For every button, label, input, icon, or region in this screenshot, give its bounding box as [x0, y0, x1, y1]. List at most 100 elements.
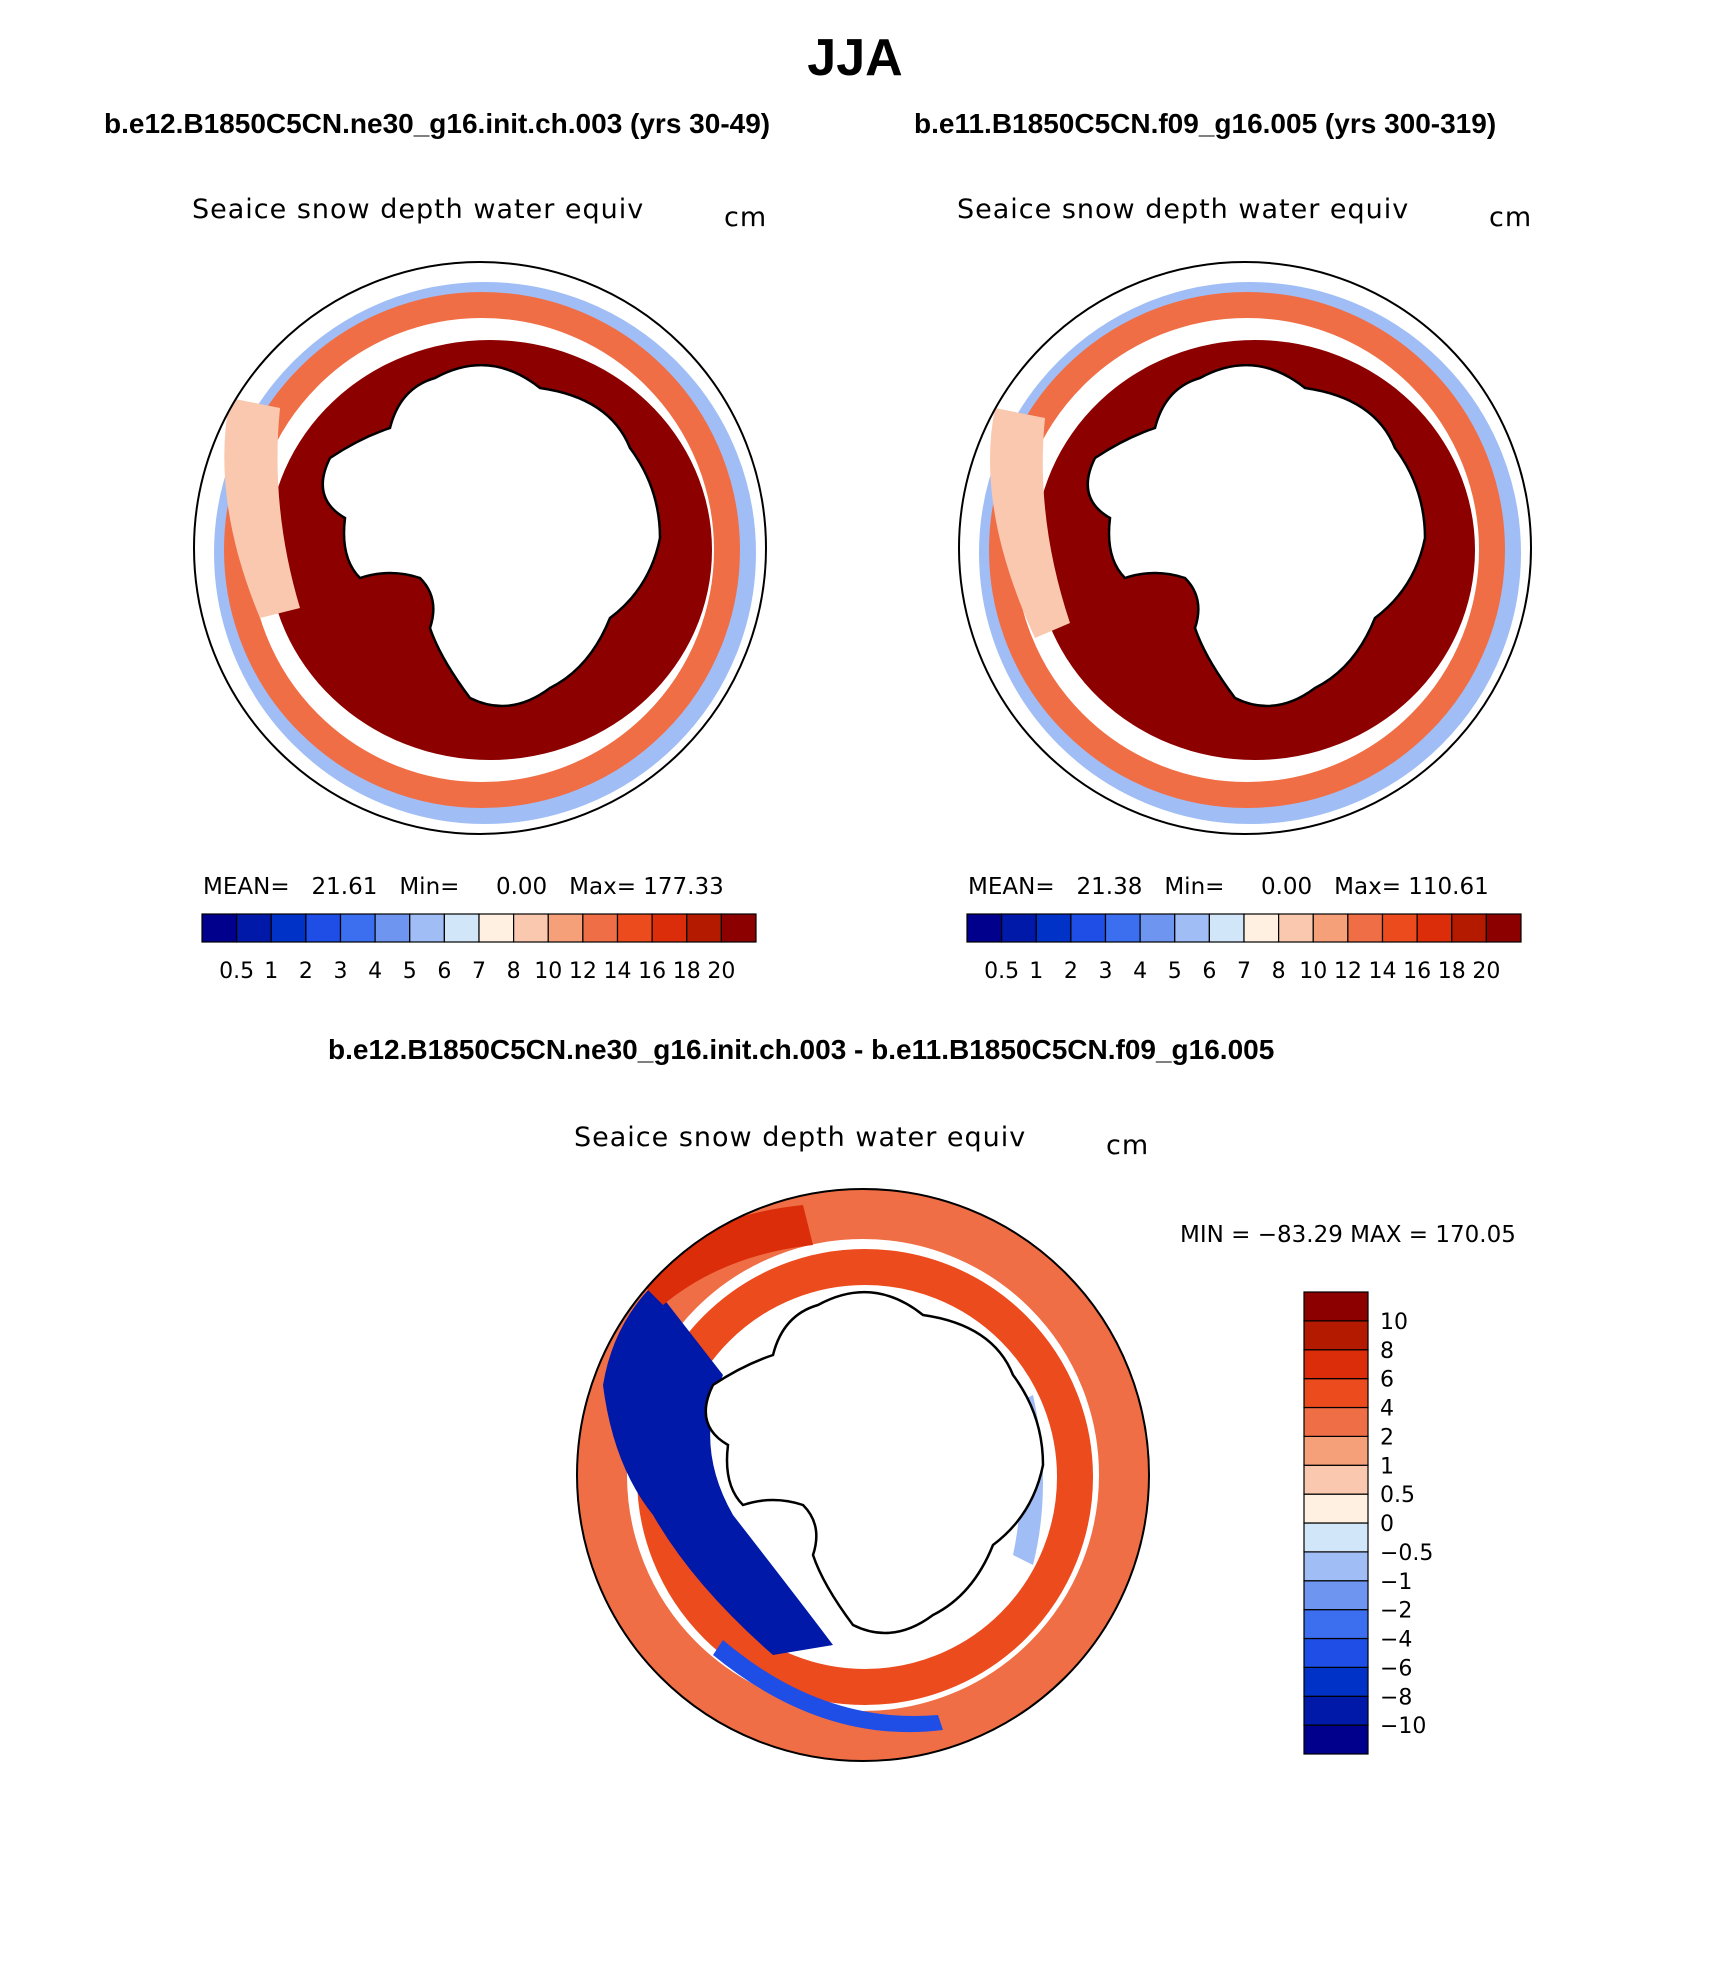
colorbar-swatch: [1381, 913, 1418, 943]
colorbar-tick-label: 10: [534, 959, 562, 984]
colorbar-tick-label: −4: [1380, 1628, 1412, 1653]
colorbar-swatch: [1104, 913, 1141, 943]
max-value: 110.61: [1408, 874, 1489, 900]
max-value: 177.33: [643, 874, 724, 900]
colorbar-swatch: [582, 913, 619, 943]
colorbar-tick-label: 3: [334, 959, 348, 984]
min-label: Min=: [1164, 874, 1225, 900]
mean-label: MEAN=: [203, 874, 290, 900]
map-border: [193, 261, 767, 835]
colorbar-tick-label: 1: [1029, 959, 1043, 984]
colorbar-tick-label: 7: [1237, 959, 1251, 984]
colorbar-tick-label: −0.5: [1380, 1541, 1433, 1566]
colorbar-tick-label: 2: [1064, 959, 1078, 984]
colorbar-swatch: [1303, 1609, 1369, 1640]
mean-value: 21.38: [1076, 874, 1143, 900]
ice-patch-west: [224, 398, 300, 618]
panel-1-map: [193, 261, 767, 835]
colorbar-swatch: [1303, 1493, 1369, 1524]
colorbar-swatch: [374, 913, 411, 943]
colorbar-swatch: [1303, 1349, 1369, 1380]
colorbar-swatch: [1312, 913, 1349, 943]
colorbar-tick-label: 8: [1380, 1339, 1394, 1364]
colorbar-swatch: [1347, 913, 1384, 943]
colorbar-swatch: [1303, 1291, 1369, 1322]
diff-case-title: b.e12.B1850C5CN.ne30_g16.init.ch.003 - b…: [328, 1034, 1275, 1065]
colorbar-swatch: [1001, 913, 1037, 943]
colorbar-tick-label: 18: [673, 959, 701, 984]
colorbar-swatch: [1303, 1724, 1369, 1755]
colorbar-tick-label: 5: [1168, 959, 1182, 984]
colorbar-swatch: [1485, 913, 1522, 943]
diff-positive-nw: [633, 1205, 813, 1305]
colorbar-swatch: [1035, 913, 1072, 943]
colorbar-tick-label: 0.5: [984, 959, 1019, 984]
colorbar-swatch: [1303, 1637, 1369, 1668]
max-label: Max=: [1334, 874, 1401, 900]
colorbar-tick-label: 1: [264, 959, 278, 984]
colorbar-swatch: [686, 913, 722, 943]
panel-2-stats: MEAN= 21.38 Min= 0.00 Max= 110.61: [968, 874, 1489, 900]
panel-2-units-label: cm: [1489, 202, 1533, 233]
colorbar-swatch: [1303, 1320, 1369, 1351]
min-value: 0.00: [1260, 874, 1313, 900]
colorbar-tick-label: 10: [1380, 1310, 1408, 1335]
ice-band-orange: [989, 292, 1505, 808]
colorbar-tick-label: 4: [368, 959, 382, 984]
mean-label: MEAN=: [968, 874, 1055, 900]
min-value: 0.00: [495, 874, 548, 900]
colorbar-swatch: [1070, 913, 1107, 943]
colorbar-swatch: [201, 913, 238, 943]
colorbar-swatch: [1451, 913, 1487, 943]
colorbar-swatch: [236, 913, 272, 943]
colorbar-tick-label: 5: [403, 959, 417, 984]
colorbar-tick-label: 6: [437, 959, 451, 984]
colorbar-swatch: [409, 913, 445, 943]
map-border: [576, 1188, 1150, 1762]
panel-1-colorbar: 0.5 1 2 3 4 5 6 7 8 10 12 14 16 18 20: [201, 913, 757, 984]
diff-negative-band-south: [713, 1640, 943, 1733]
colorbar-swatch: [1303, 1695, 1369, 1726]
ice-band-light-blue: [979, 282, 1521, 824]
colorbar-tick-label: 4: [1133, 959, 1147, 984]
colorbar-swatch: [513, 913, 549, 943]
diff-colorbar: −10 −8 −6 −4 −2 −1 −0.5 0 0.5 1 2 4 6 8 10: [1303, 1291, 1433, 1755]
colorbar-tick-label: 2: [299, 959, 313, 984]
ice-patch-west: [990, 408, 1070, 638]
colorbar-swatch: [305, 913, 342, 943]
colorbar-swatch: [1416, 913, 1453, 943]
colorbar-swatch: [1243, 913, 1280, 943]
colorbar-tick-label: 14: [604, 959, 632, 984]
colorbar-swatch: [1303, 1666, 1369, 1697]
antarctica-continent: [704, 1290, 1045, 1635]
colorbar-tick-label: 10: [1299, 959, 1327, 984]
panel-1-stats: MEAN= 21.61 Min= 0.00 Max= 177.33: [203, 874, 724, 900]
colorbar-tick-label: 18: [1438, 959, 1466, 984]
colorbar-tick-label: 8: [507, 959, 521, 984]
diff-units-label: cm: [1106, 1130, 1150, 1161]
colorbar-tick-label: 4: [1380, 1397, 1394, 1422]
colorbar-swatch: [1303, 1464, 1369, 1495]
colorbar-tick-label: 1: [1380, 1454, 1394, 1479]
colorbar-tick-label: 0.5: [1380, 1483, 1415, 1508]
colorbar-swatch: [1303, 1435, 1369, 1466]
panel-2-case-title: b.e11.B1850C5CN.f09_g16.005 (yrs 300-319…: [914, 108, 1497, 139]
colorbar-tick-label: −10: [1380, 1714, 1426, 1739]
antarctica-continent: [321, 363, 662, 708]
colorbar-tick-label: 12: [569, 959, 597, 984]
colorbar-tick-label: 12: [1334, 959, 1362, 984]
min-label: Min=: [399, 874, 460, 900]
colorbar-swatch: [1303, 1406, 1369, 1437]
colorbar-swatch: [1139, 913, 1176, 943]
diff-map: [576, 1188, 1150, 1762]
ice-band-light-blue: [214, 282, 756, 824]
colorbar-swatch: [616, 913, 653, 943]
colorbar-tick-label: 3: [1099, 959, 1113, 984]
colorbar-tick-label: 16: [1403, 959, 1431, 984]
diff-band-orange: [577, 1189, 1149, 1761]
colorbar-tick-label: 6: [1202, 959, 1216, 984]
colorbar-tick-label: −2: [1380, 1599, 1412, 1624]
colorbar-tick-label: 7: [472, 959, 486, 984]
colorbar-tick-label: 20: [707, 959, 735, 984]
colorbar-swatch: [1303, 1580, 1369, 1611]
